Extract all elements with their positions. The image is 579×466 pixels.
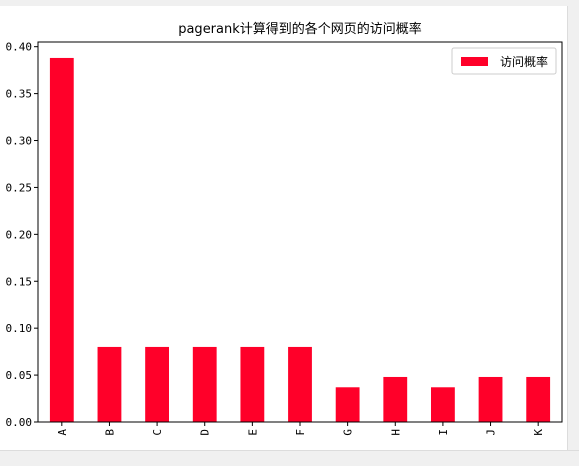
y-tick-label: 0.35 bbox=[6, 88, 33, 101]
y-axis: 0.00 0.05 0.10 0.15 0.20 0.25 0.30 0.35 0.40 bbox=[6, 41, 38, 429]
x-tick-label: I bbox=[437, 429, 450, 436]
legend-label: 访问概率 bbox=[500, 54, 548, 69]
y-tick-label: 0.20 bbox=[6, 228, 33, 241]
side-panel-edge bbox=[567, 6, 579, 450]
bars-group bbox=[49, 57, 551, 422]
x-tick-label: G bbox=[342, 429, 355, 436]
bar-B bbox=[97, 346, 122, 422]
bar-K bbox=[526, 376, 551, 422]
x-tick-label: H bbox=[389, 429, 402, 436]
x-tick-label: E bbox=[246, 429, 259, 436]
bar-H bbox=[383, 376, 408, 422]
bar-I bbox=[431, 387, 455, 422]
x-tick-label: K bbox=[532, 429, 545, 436]
x-tick-label: C bbox=[151, 429, 164, 436]
y-tick-label: 0.15 bbox=[6, 275, 33, 288]
y-tick-label: 0.10 bbox=[6, 322, 33, 335]
x-tick-label: J bbox=[485, 429, 498, 436]
bar-C bbox=[145, 346, 169, 422]
x-tick-label: F bbox=[294, 429, 307, 436]
x-tick-label: D bbox=[199, 429, 212, 436]
bar-A bbox=[49, 57, 74, 422]
y-tick-label: 0.00 bbox=[6, 416, 33, 429]
chart-title: pagerank计算得到的各个网页的访问概率 bbox=[178, 21, 422, 37]
bar-F bbox=[288, 346, 312, 422]
bar-D bbox=[192, 346, 217, 422]
bar-J bbox=[478, 376, 503, 422]
bar-E bbox=[240, 346, 265, 422]
plot-frame bbox=[37, 41, 563, 423]
figure-canvas: pagerank计算得到的各个网页的访问概率 0.00 0.05 0.10 0.15 0… bbox=[0, 6, 567, 450]
status-bar bbox=[0, 450, 579, 466]
x-axis: A B C D E F G H I J K bbox=[56, 422, 545, 436]
y-tick-label: 0.30 bbox=[6, 135, 33, 148]
bar-chart: pagerank计算得到的各个网页的访问概率 0.000.050.100.150… bbox=[6, 21, 563, 436]
legend-swatch bbox=[461, 57, 488, 66]
y-tick-label: 0.05 bbox=[6, 369, 33, 382]
x-tick-label: B bbox=[103, 429, 116, 436]
x-tick-label: A bbox=[56, 429, 69, 436]
y-tick-label: 0.40 bbox=[6, 41, 33, 54]
legend-box bbox=[451, 47, 557, 75]
legend: 访问概率 bbox=[451, 47, 557, 75]
y-tick-label: 0.25 bbox=[6, 181, 33, 194]
bar-G bbox=[335, 387, 360, 422]
